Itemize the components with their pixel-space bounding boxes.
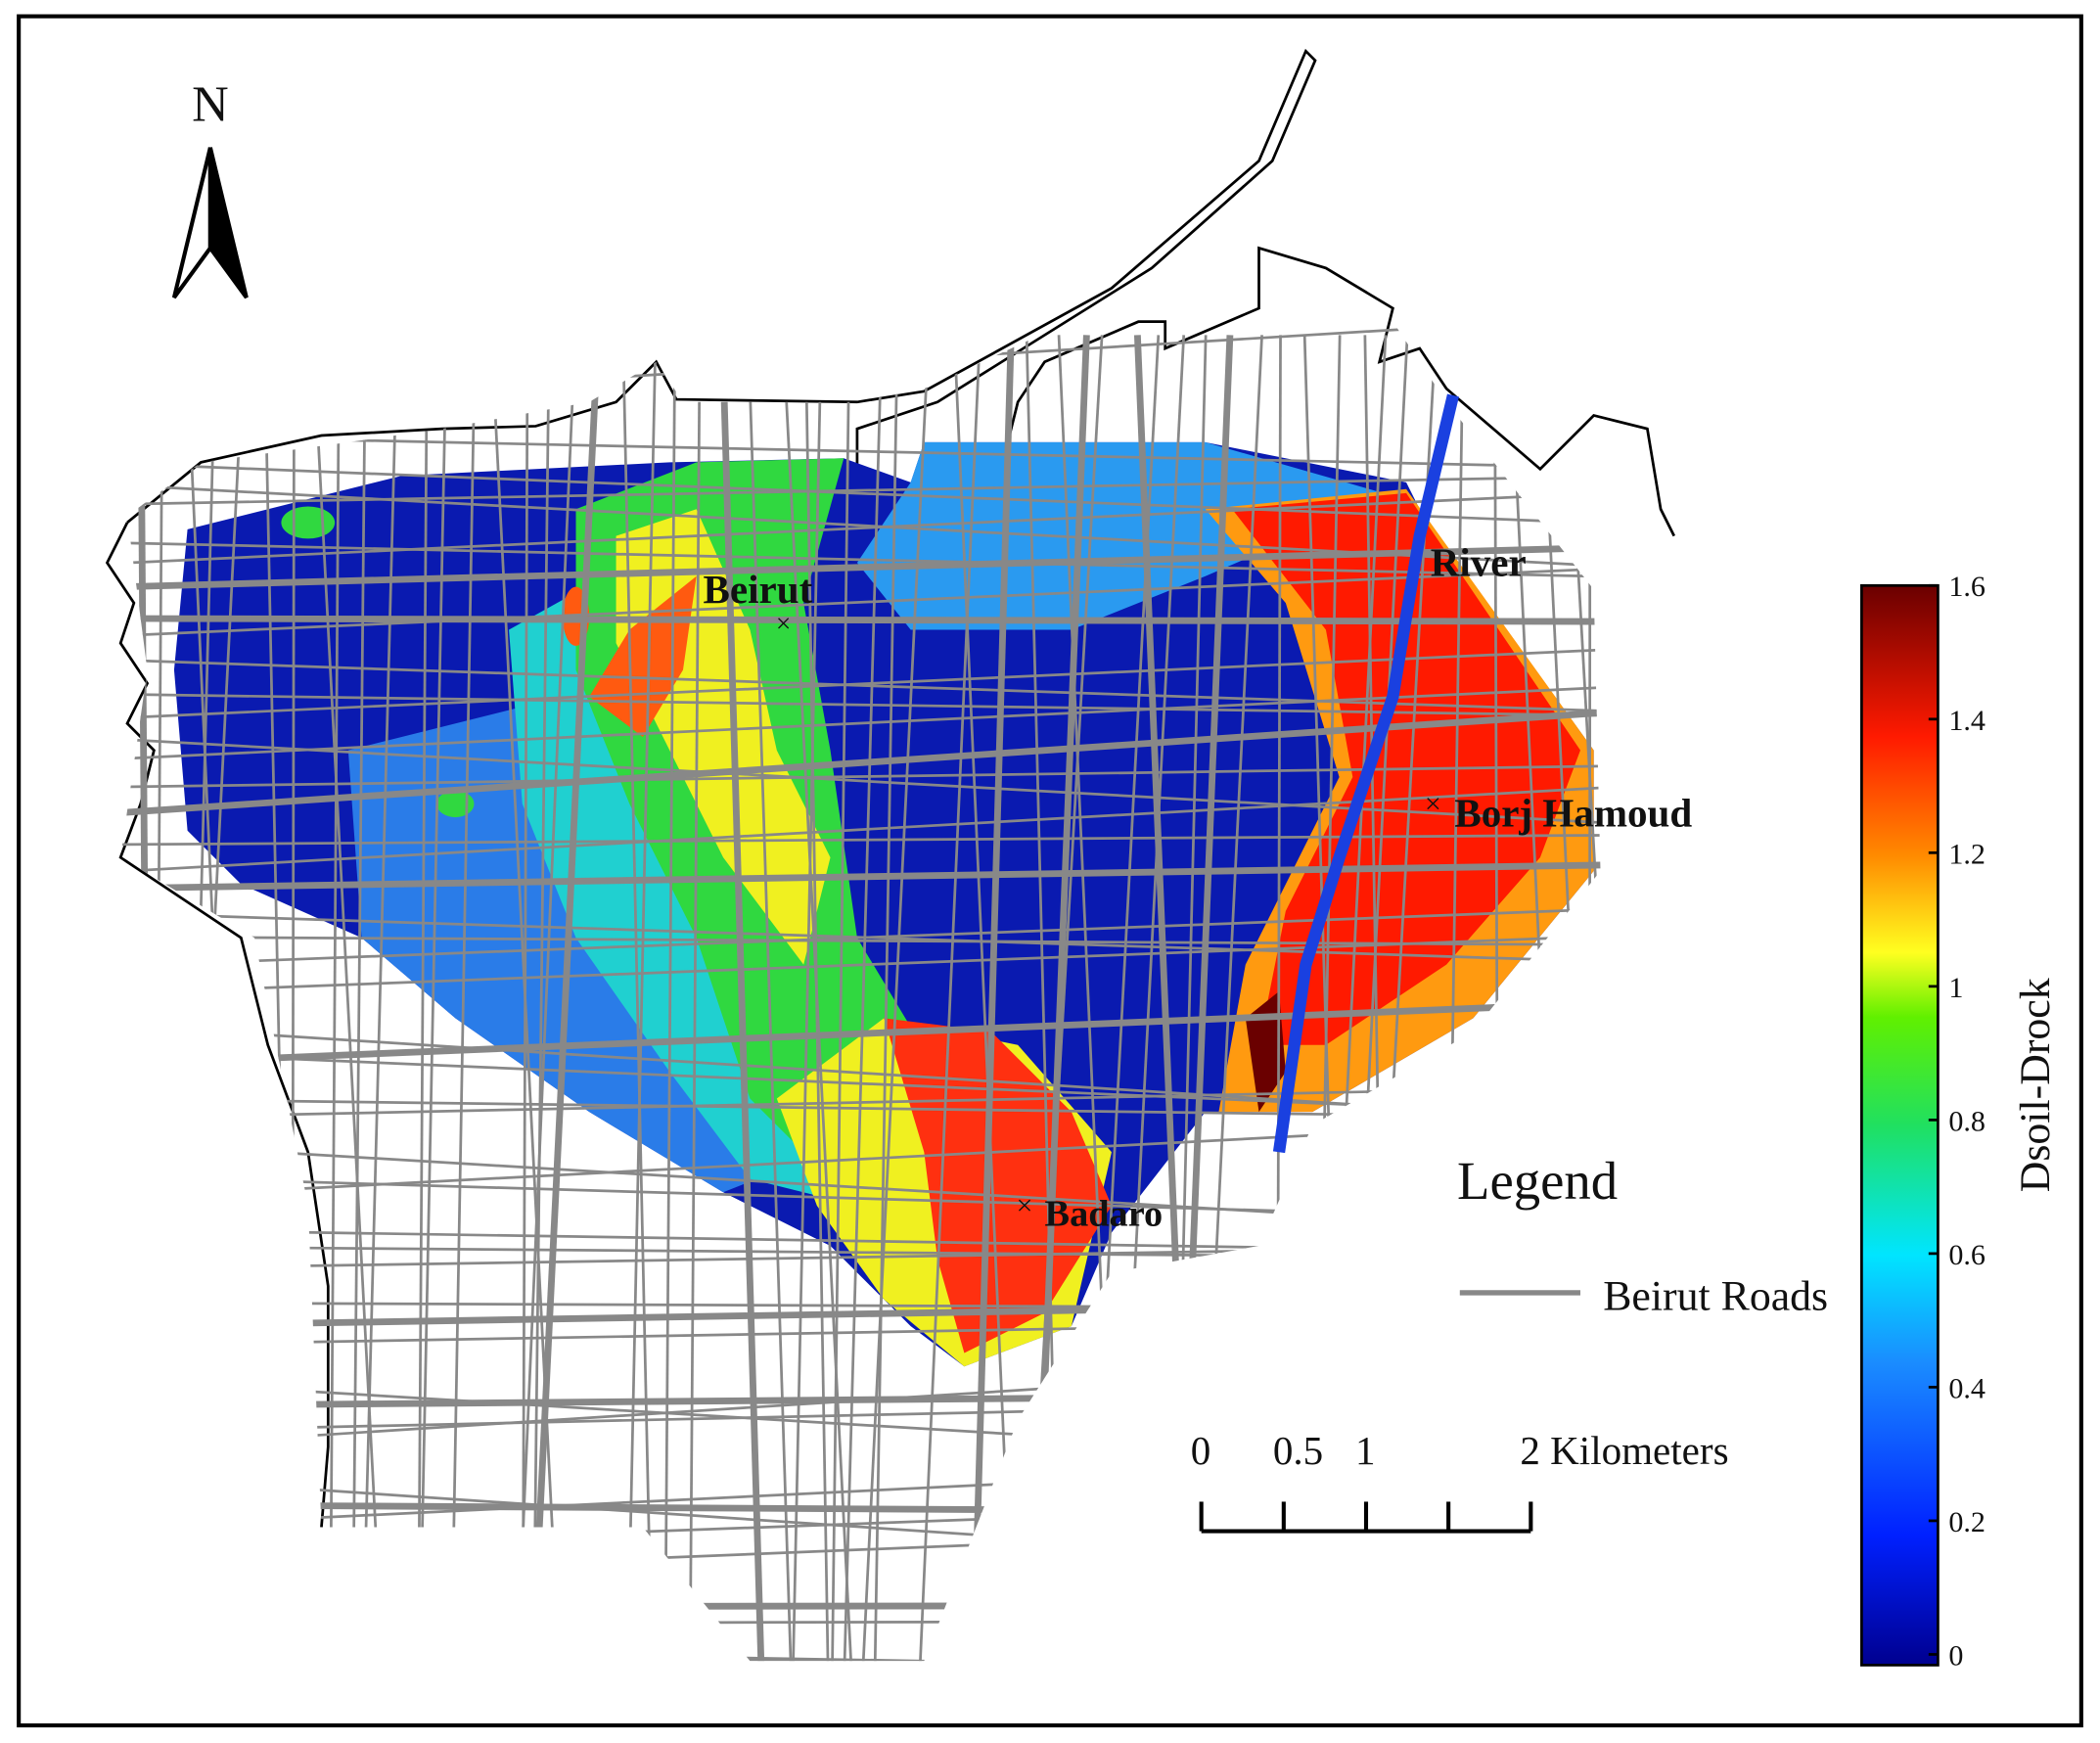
road	[861, 335, 931, 1662]
road	[120, 935, 1601, 995]
road	[120, 764, 1601, 789]
road	[120, 935, 1601, 946]
scale-bar-label: 1	[1355, 1428, 1376, 1473]
road	[120, 861, 1601, 893]
north-arrow	[207, 147, 249, 299]
place-marker: ×	[1425, 787, 1441, 820]
place-label: Borj Hamoud	[1454, 791, 1692, 836]
road	[621, 335, 654, 1662]
road	[531, 335, 551, 1662]
road	[120, 999, 1601, 1069]
road	[970, 335, 1015, 1662]
scale-bar-label: 0	[1191, 1428, 1211, 1473]
colorbar-ramp	[1860, 583, 1940, 1667]
road	[918, 335, 982, 1662]
colorbar-tick-label: 1.2	[1948, 837, 1986, 870]
road	[329, 335, 341, 1662]
place-label: Beirut	[704, 567, 813, 612]
road	[350, 335, 367, 1662]
place-marker: ×	[1017, 1189, 1033, 1222]
scale-bar-label: 2 Kilometers	[1520, 1428, 1728, 1473]
river	[1272, 393, 1459, 1154]
colorbar: Dsoil-Drock 0 0.2 0.4 0.6 0.8 1 1.2 1.4 1.6	[1860, 570, 2059, 1672]
road	[120, 907, 1601, 968]
place-label: Badaro	[1045, 1194, 1164, 1235]
colorbar-tick-label: 0.2	[1948, 1505, 1986, 1538]
legend-label: Beirut Roads	[1603, 1273, 1828, 1320]
colorbar-tick-label: 0	[1948, 1638, 1963, 1672]
scale-bar-label: 0.5	[1273, 1428, 1323, 1473]
road	[311, 335, 386, 1662]
road	[120, 1085, 1601, 1121]
road	[515, 335, 577, 1662]
place-label: River	[1431, 540, 1527, 585]
road	[360, 335, 399, 1662]
road	[120, 709, 1601, 817]
road	[120, 541, 1601, 578]
road	[873, 335, 899, 1662]
colorbar-tick-label: 0.8	[1948, 1104, 1986, 1137]
road	[120, 692, 1601, 717]
road	[843, 335, 884, 1662]
road	[120, 648, 1601, 720]
colorbar-tick-label: 1.4	[1948, 704, 1986, 737]
road	[952, 335, 1016, 1662]
road	[120, 834, 1601, 847]
road	[120, 567, 1601, 638]
road	[418, 335, 448, 1662]
road	[120, 475, 1601, 506]
colorbar-label: Dsoil-Drock	[2012, 978, 2059, 1192]
road	[120, 615, 1601, 625]
road	[120, 461, 1601, 526]
colorbar-tick-label: 0.6	[1948, 1238, 1986, 1271]
colorbar-tick-label: 0.4	[1948, 1371, 1986, 1404]
road	[120, 685, 1601, 761]
coastline	[105, 522, 330, 1528]
road	[120, 544, 1601, 591]
colorbar-tick-label: 1.6	[1948, 570, 1986, 603]
scale-bar: 0 0.5 1 2 Kilometers	[1191, 1428, 1729, 1534]
place-marker: ×	[776, 609, 791, 638]
road	[528, 335, 602, 1662]
road	[120, 491, 1601, 566]
road	[688, 335, 702, 1662]
road	[718, 335, 765, 1662]
legend-title: Legend	[1457, 1151, 1618, 1211]
road	[449, 335, 477, 1662]
colorbar-tick-label: 1	[1948, 971, 1963, 1004]
road	[663, 335, 677, 1662]
road	[625, 335, 658, 1662]
north-label: N	[192, 76, 229, 132]
road	[521, 335, 529, 1662]
road	[417, 335, 429, 1662]
